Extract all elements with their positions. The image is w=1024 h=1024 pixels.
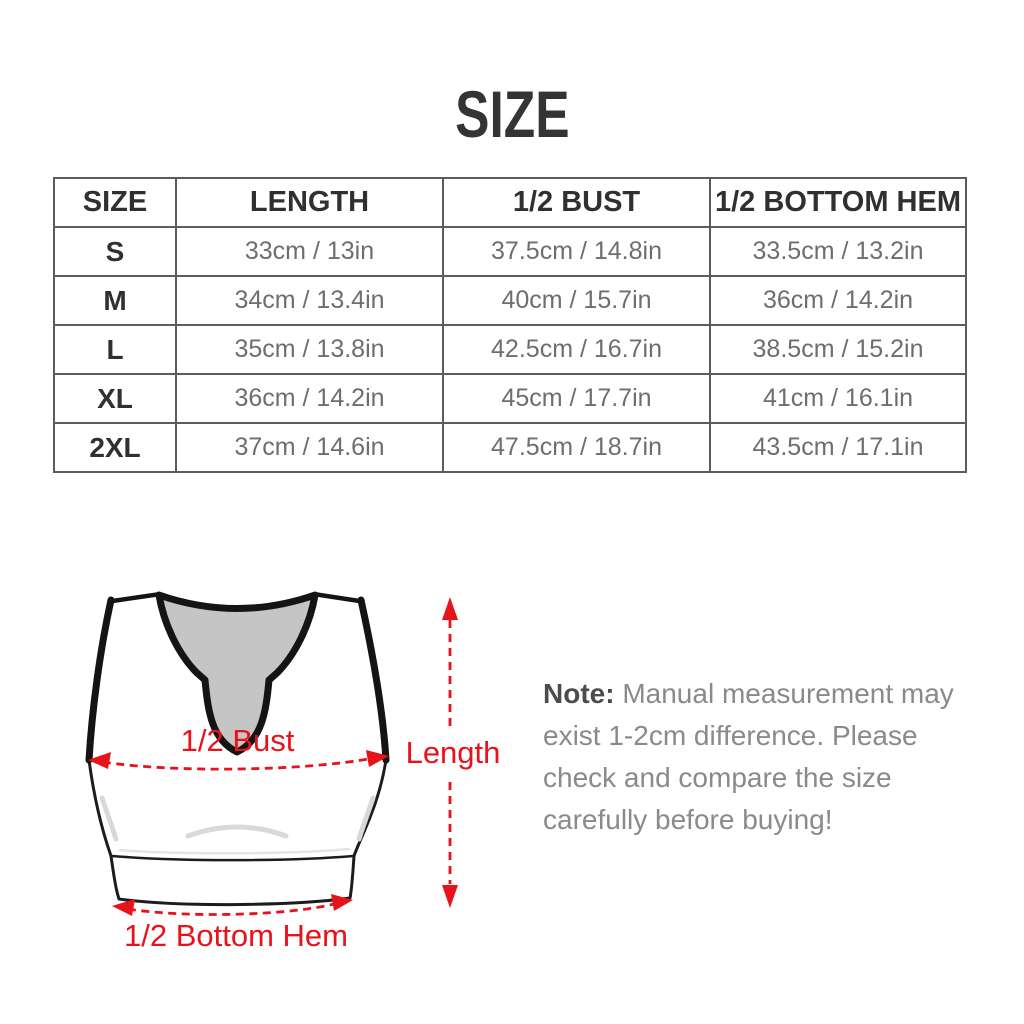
table-row-xl: XL 36cm / 14.2in 45cm / 17.7in 41cm / 16… (53, 373, 967, 424)
col-header-half-bottom-hem: 1/2 BOTTOM HEM (709, 177, 967, 228)
bust-cell: 42.5cm / 16.7in (442, 324, 711, 375)
racerback-panel (155, 591, 319, 756)
page-title: SIZE (454, 77, 570, 151)
band-highlight (118, 847, 351, 855)
hem-measure-line (127, 901, 339, 916)
note-text-block: Note: Manual measurement may exist 1-2cm… (543, 673, 983, 841)
length-cell: 34cm / 13.4in (175, 275, 444, 326)
band-seam (111, 854, 354, 862)
measure-lines (102, 620, 452, 916)
col-header-length: LENGTH (175, 177, 444, 228)
size-table: SIZE LENGTH 1/2 BUST 1/2 BOTTOM HEM S 33… (53, 177, 967, 473)
note-line: check and compare the size (543, 762, 892, 793)
note-line-1-text: Manual measurement may (622, 678, 954, 709)
size-cell: M (53, 275, 177, 326)
col-header-half-bust: 1/2 BUST (442, 177, 711, 228)
hem-cell: 36cm / 14.2in (709, 275, 967, 326)
table-row-s: S 33cm / 13in 37.5cm / 14.8in 33.5cm / 1… (53, 226, 967, 277)
table-row-2xl: 2XL 37cm / 14.6in 47.5cm / 18.7in 43.5cm… (53, 422, 967, 473)
note-line: carefully before buying! (543, 804, 833, 835)
size-cell: 2XL (53, 422, 177, 473)
hem-cell: 38.5cm / 15.2in (709, 324, 967, 375)
col-header-size: SIZE (53, 177, 177, 228)
length-cell: 36cm / 14.2in (175, 373, 444, 424)
bust-measure-line (102, 756, 375, 771)
strap-edges (85, 592, 390, 764)
table-header-row: SIZE LENGTH 1/2 BUST 1/2 BOTTOM HEM (53, 177, 967, 228)
table-row-m: M 34cm / 13.4in 40cm / 15.7in 36cm / 14.… (53, 275, 967, 326)
size-cell: XL (53, 373, 177, 424)
bust-cell: 45cm / 17.7in (442, 373, 711, 424)
bust-cell: 37.5cm / 14.8in (442, 226, 711, 277)
size-cell: L (53, 324, 177, 375)
hem-cell: 41cm / 16.1in (709, 373, 967, 424)
bust-cell: 47.5cm / 18.7in (442, 422, 711, 473)
measure-arrowheads (88, 597, 458, 916)
bottom-hem-measure-label: 1/2 Bottom Hem (124, 918, 348, 953)
length-cell: 33cm / 13in (175, 226, 444, 277)
garment-measurement-diagram: 1/2 Bust Length 1/2 Bottom Hem (0, 570, 1024, 1000)
length-measure-label: Length (405, 735, 501, 770)
note-line: Note: Manual measurement may (543, 673, 983, 715)
length-cell: 37cm / 14.6in (175, 422, 444, 473)
bra-shading (99, 795, 376, 842)
length-cell: 35cm / 13.8in (175, 324, 444, 375)
note-line: exist 1-2cm difference. Please (543, 720, 918, 751)
hem-cell: 43.5cm / 17.1in (709, 422, 967, 473)
bust-measure-label: 1/2 Bust (180, 723, 295, 758)
sports-bra-illustration (85, 591, 458, 916)
hem-cell: 33.5cm / 13.2in (709, 226, 967, 277)
bust-cell: 40cm / 15.7in (442, 275, 711, 326)
note-label: Note: (543, 678, 615, 709)
size-cell: S (53, 226, 177, 277)
table-row-l: L 35cm / 13.8in 42.5cm / 16.7in 38.5cm /… (53, 324, 967, 375)
